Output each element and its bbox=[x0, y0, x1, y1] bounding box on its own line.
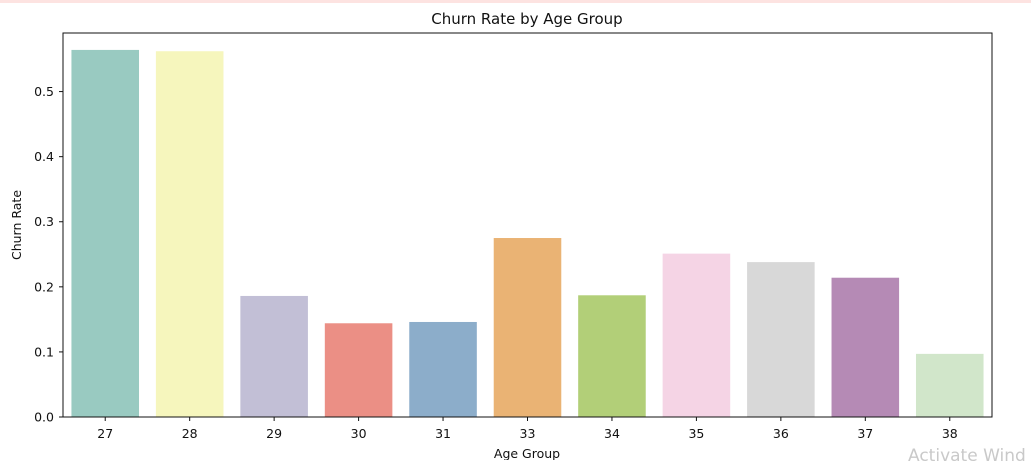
x-tick-label-33: 33 bbox=[520, 426, 536, 441]
y-tick-label-0.0: 0.0 bbox=[34, 410, 54, 425]
y-tick-label-0.5: 0.5 bbox=[34, 84, 54, 99]
y-axis: 0.0 0.1 0.2 0.3 0.4 0.5 bbox=[34, 84, 63, 425]
bar-35 bbox=[662, 253, 731, 417]
bar-27 bbox=[71, 49, 140, 418]
y-axis-label: Churn Rate bbox=[9, 190, 24, 260]
x-axis: 27 28 29 30 31 33 34 35 36 37 38 bbox=[97, 417, 958, 441]
y-tick-label-0.4: 0.4 bbox=[34, 149, 54, 164]
x-tick-label-31: 31 bbox=[435, 426, 451, 441]
y-tick-label-0.1: 0.1 bbox=[34, 344, 54, 359]
bar-28 bbox=[155, 51, 224, 418]
activate-windows-watermark: Activate Wind bbox=[908, 446, 1026, 466]
bar-33 bbox=[493, 238, 562, 417]
x-tick-label-28: 28 bbox=[182, 426, 198, 441]
x-tick-label-30: 30 bbox=[351, 426, 367, 441]
y-tick-label-0.2: 0.2 bbox=[34, 279, 54, 294]
x-tick-label-29: 29 bbox=[266, 426, 282, 441]
bar-29 bbox=[240, 295, 308, 417]
x-tick-label-36: 36 bbox=[773, 426, 789, 441]
x-tick-label-37: 37 bbox=[857, 426, 873, 441]
bar-38 bbox=[915, 353, 984, 417]
x-tick-label-35: 35 bbox=[688, 426, 704, 441]
bar-34 bbox=[578, 295, 646, 417]
bar-36 bbox=[747, 262, 815, 417]
plot-frame bbox=[62, 32, 993, 418]
x-tick-label-38: 38 bbox=[942, 426, 958, 441]
bar-30 bbox=[324, 323, 393, 417]
x-tick-label-34: 34 bbox=[604, 426, 620, 441]
chart-title: Churn Rate by Age Group bbox=[431, 10, 622, 28]
bars-group bbox=[71, 49, 984, 418]
x-axis-label: Age Group bbox=[494, 446, 560, 460]
bar-31 bbox=[409, 321, 477, 417]
x-tick-label-27: 27 bbox=[97, 426, 113, 441]
bar-37 bbox=[831, 277, 900, 417]
top-strip bbox=[0, 0, 1031, 3]
y-tick-label-0.3: 0.3 bbox=[34, 214, 54, 229]
